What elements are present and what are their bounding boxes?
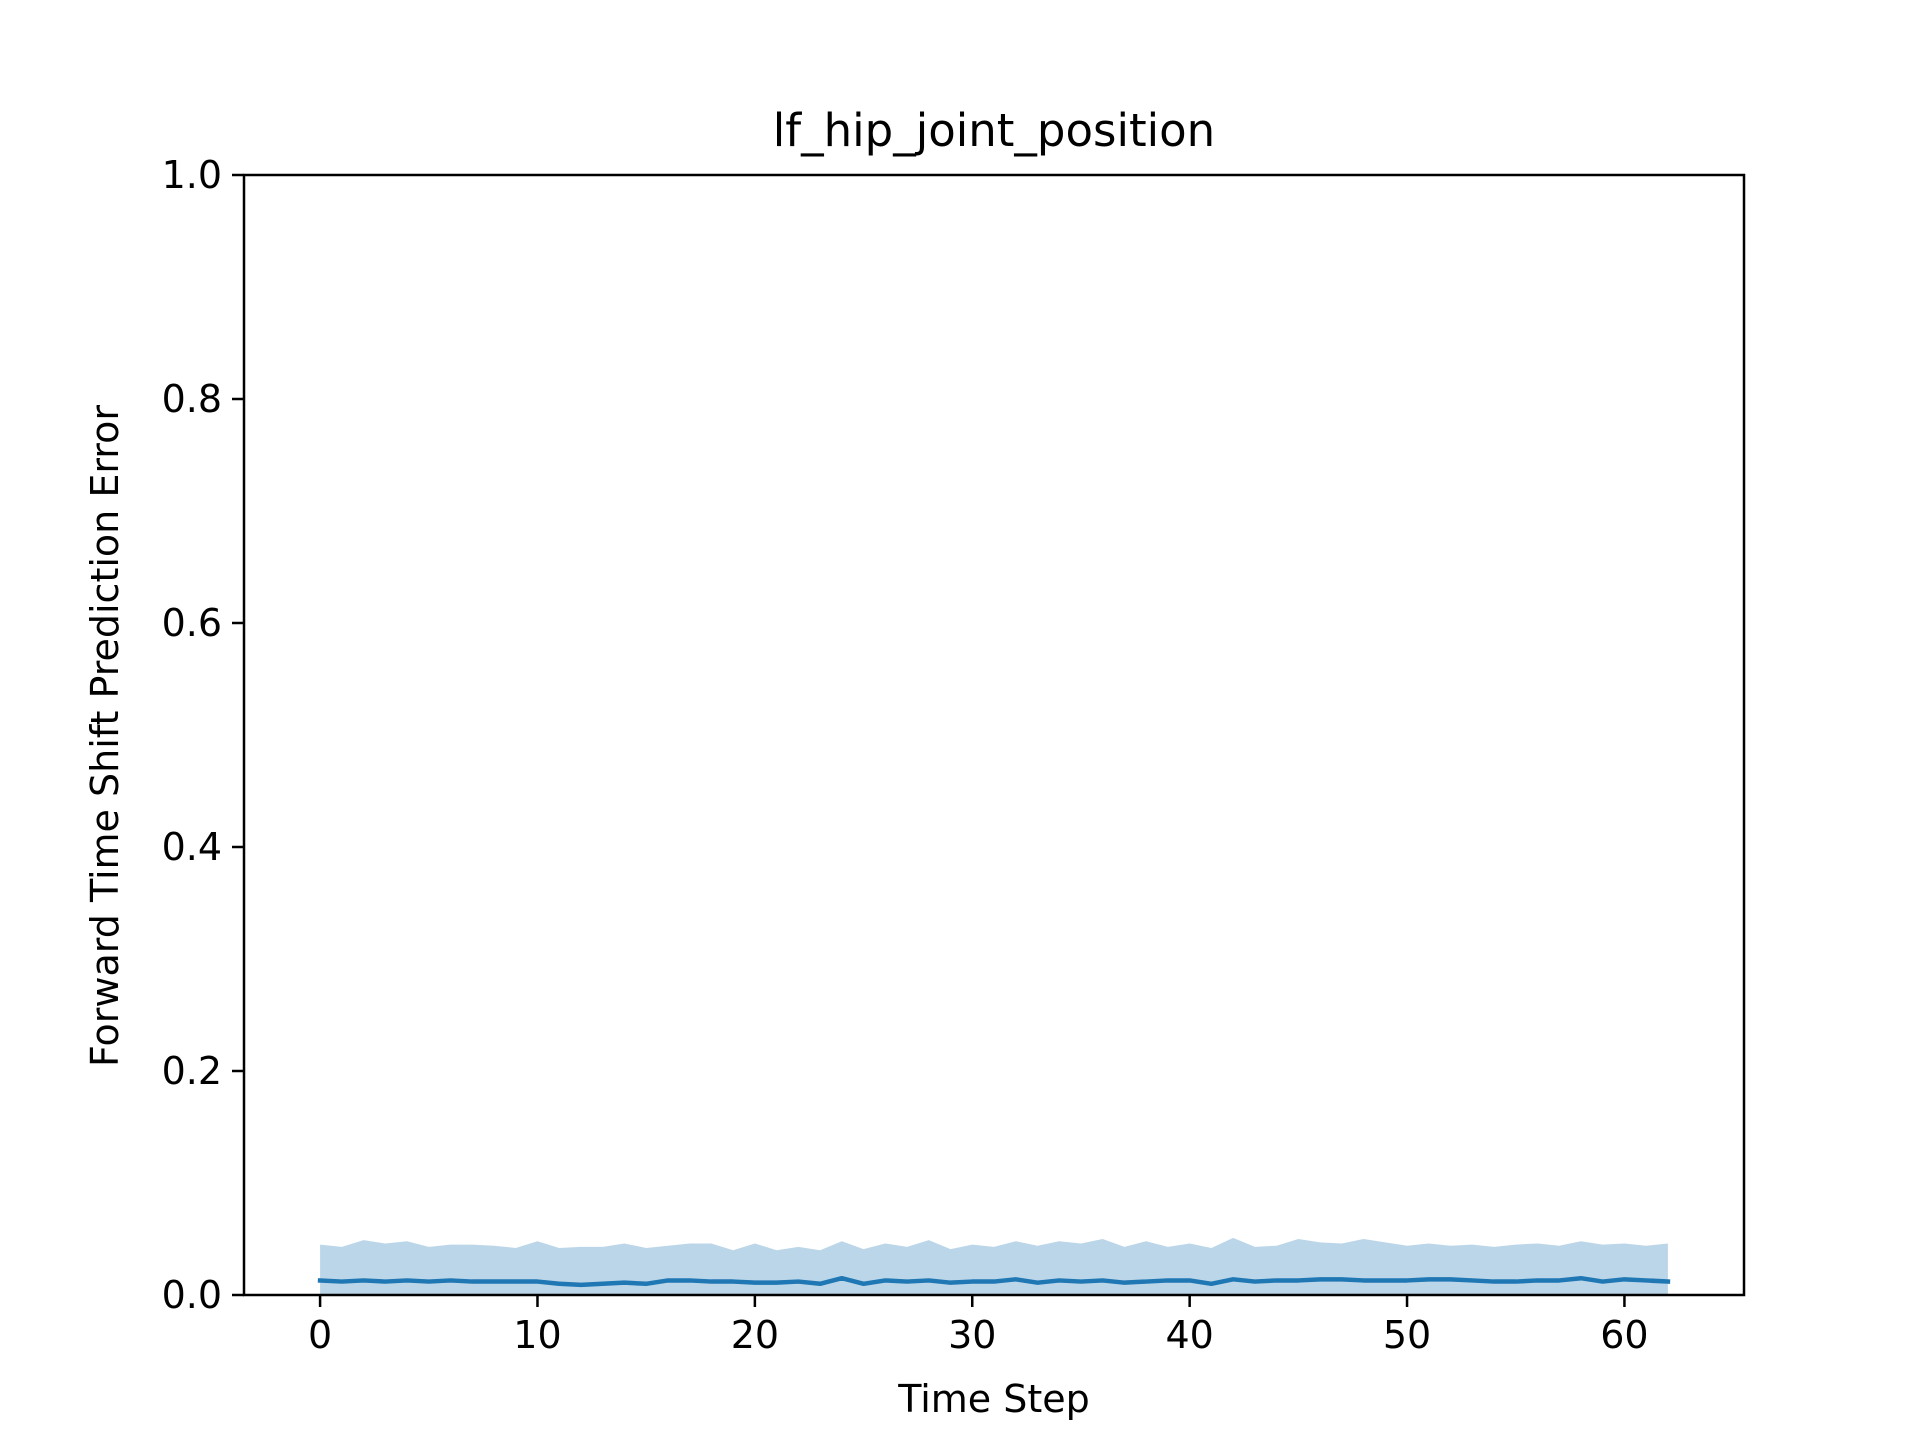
data-point (1144, 1280, 1148, 1284)
axes: 0 10 20 30 40 50 60 0.0 0.2 0.4 0.6 0.8 1.0 (162, 153, 1746, 1357)
data-point (1209, 1282, 1213, 1286)
data-point (1296, 1278, 1300, 1282)
data-point (1166, 1278, 1170, 1282)
data-point (1318, 1277, 1322, 1281)
data-point (1622, 1277, 1626, 1281)
data-point (992, 1280, 996, 1284)
y-tick-label: 0.8 (162, 377, 222, 421)
data-point (492, 1280, 496, 1284)
data-point (840, 1276, 844, 1280)
data-point (557, 1282, 561, 1286)
x-tick-label: 40 (1165, 1313, 1213, 1357)
x-tick-label: 30 (948, 1313, 996, 1357)
data-point (601, 1282, 605, 1286)
data-point (383, 1280, 387, 1284)
axes-frame (242, 173, 1746, 1297)
chart-title: lf_hip_joint_position (773, 104, 1215, 157)
data-point (753, 1281, 757, 1285)
x-tick-label: 60 (1600, 1313, 1648, 1357)
data-point (883, 1278, 887, 1282)
data-point (731, 1280, 735, 1284)
data-point (688, 1278, 692, 1282)
data-point (1275, 1278, 1279, 1282)
data-point (927, 1278, 931, 1282)
plot-area (317, 1237, 1671, 1295)
y-tick-label: 0.6 (162, 601, 222, 645)
data-point (1557, 1278, 1561, 1282)
data-point (1383, 1278, 1387, 1282)
data-point (1470, 1278, 1474, 1282)
x-tick-label: 50 (1383, 1313, 1431, 1357)
data-point (796, 1280, 800, 1284)
data-point (1057, 1278, 1061, 1282)
data-point (818, 1282, 822, 1286)
data-point (362, 1278, 366, 1282)
data-point (470, 1280, 474, 1284)
data-point (709, 1280, 713, 1284)
data-point (1579, 1276, 1583, 1280)
data-point (449, 1278, 453, 1282)
data-point (427, 1280, 431, 1284)
data-point (1535, 1278, 1539, 1282)
x-tick-label: 10 (513, 1313, 561, 1357)
data-point (1601, 1280, 1605, 1284)
data-point (535, 1280, 539, 1284)
data-point (1231, 1277, 1235, 1281)
data-point (970, 1280, 974, 1284)
y-tick-label: 0.0 (162, 1273, 222, 1317)
x-axis-label: Time Step (897, 1377, 1090, 1421)
data-point (949, 1281, 953, 1285)
x-tick-label: 0 (308, 1313, 332, 1357)
data-point (905, 1280, 909, 1284)
data-point (514, 1280, 518, 1284)
data-point (1514, 1280, 1518, 1284)
data-point (775, 1281, 779, 1285)
data-point (666, 1278, 670, 1282)
mean-line (317, 1275, 1671, 1288)
error-band (320, 1237, 1668, 1295)
data-point (1253, 1280, 1257, 1284)
data-point (1666, 1280, 1670, 1284)
y-axis-label: Forward Time Shift Prediction Error (83, 405, 127, 1067)
data-point (1014, 1277, 1018, 1281)
data-point (1427, 1277, 1431, 1281)
data-point (1492, 1280, 1496, 1284)
data-point (340, 1280, 344, 1284)
data-point (1362, 1278, 1366, 1282)
data-point (1035, 1281, 1039, 1285)
data-point (622, 1281, 626, 1285)
data-point (1101, 1278, 1105, 1282)
y-tick-label: 1.0 (162, 153, 222, 197)
data-point (1405, 1278, 1409, 1282)
data-point (644, 1282, 648, 1286)
data-point (1644, 1278, 1648, 1282)
data-point (579, 1283, 583, 1287)
x-tick-label: 20 (731, 1313, 779, 1357)
y-tick-label: 0.4 (162, 825, 222, 869)
data-point (862, 1282, 866, 1286)
data-point (1340, 1277, 1344, 1281)
y-tick-label: 0.2 (162, 1049, 222, 1093)
data-point (405, 1278, 409, 1282)
data-point (1188, 1278, 1192, 1282)
data-point (1122, 1281, 1126, 1285)
data-point (1079, 1280, 1083, 1284)
data-point (1449, 1277, 1453, 1281)
data-point (318, 1278, 322, 1282)
